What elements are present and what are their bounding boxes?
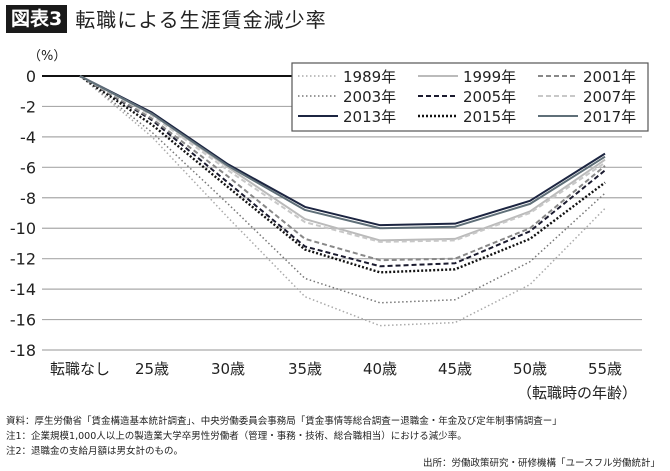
note-2: 注2：退職金の支給月額は男女計のもの。: [6, 446, 184, 457]
y-tick-label: -6: [20, 158, 36, 177]
legend-label: 2013年: [343, 108, 396, 126]
legend-label: 1989年: [343, 68, 396, 86]
y-tick-label: -18: [10, 341, 36, 360]
legend-label: 2001年: [583, 68, 636, 86]
series-line-2017: [79, 75, 606, 230]
y-tick-label: 0: [26, 67, 36, 86]
series-line-2013: [79, 75, 606, 227]
figure-label: 図表3: [6, 4, 68, 33]
y-axis-label: （%）: [28, 49, 66, 64]
y-tick-label: -10: [10, 219, 36, 238]
title-row: 図表3 転職による生涯賃金減少率: [6, 4, 327, 33]
x-tick-label: 35歳: [288, 360, 322, 378]
y-tick-label: -14: [10, 280, 36, 299]
notes: 資料：厚生労働省「賃金構造基本統計調査」、中央労働委員会事務局「賃金事情等総合調…: [6, 414, 562, 459]
legend-label: 2017年: [583, 108, 636, 126]
note-source-data: 資料：厚生労働省「賃金構造基本統計調査」、中央労働委員会事務局「賃金事情等総合調…: [6, 416, 562, 427]
y-tick-label: -2: [20, 97, 36, 116]
y-tick-label: -8: [20, 189, 36, 208]
legend-label: 2015年: [463, 108, 516, 126]
legend-label: 2003年: [343, 88, 396, 106]
x-tick-label: 45歳: [438, 360, 472, 378]
chart-title: 転職による生涯賃金減少率: [75, 8, 327, 32]
x-tick-label: 50歳: [513, 360, 547, 378]
x-tick-label: 55歳: [588, 360, 622, 378]
series-line-1989: [79, 75, 606, 327]
series-line-2005: [79, 75, 606, 268]
x-tick-label: 30歳: [211, 360, 245, 378]
y-tick-label: -4: [20, 128, 36, 147]
series-line-2007: [79, 75, 606, 243]
source-credit: 出所：労働政策研究・研修機構「ユースフル労働統計」: [422, 458, 660, 469]
legend-label: 2007年: [583, 88, 636, 106]
note-1: 注1：企業規模1,000人以上の製造業大学卒男性労働者（管理・事務・技術、総合職…: [6, 431, 467, 442]
legend: [291, 62, 649, 132]
series-line-2003: [79, 75, 606, 304]
x-tick-label: 転職なし: [50, 360, 110, 378]
x-axis-label: （転職時の年齢）: [517, 384, 637, 402]
y-tick-label: -16: [10, 311, 36, 330]
series-line-2015: [79, 75, 606, 274]
series-line-2001: [79, 75, 606, 262]
legend-label: 2005年: [463, 88, 516, 106]
y-tick-label: -12: [10, 250, 36, 269]
x-tick-label: 40歳: [363, 360, 397, 378]
legend-label: 1999年: [463, 68, 516, 86]
x-tick-label: 25歳: [135, 360, 169, 378]
